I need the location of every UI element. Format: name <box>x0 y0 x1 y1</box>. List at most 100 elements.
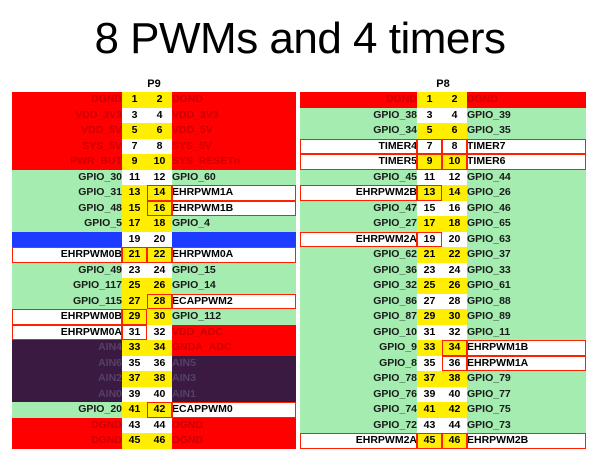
p9-pin-left-number: 37 <box>122 371 147 387</box>
p8-pin-left-number: 21 <box>417 247 442 263</box>
p8-pin-row: GPIO_76 39 40 GPIO_77 <box>300 386 586 402</box>
p8-pin-right-label: GPIO_44 <box>467 169 586 185</box>
p9-pin-right-label: AIN1 <box>172 386 296 402</box>
p8-pin-right-label: GPIO_88 <box>467 293 586 309</box>
p9-pin-right-number: 32 <box>147 324 172 340</box>
p8-pin-left-number: 33 <box>417 340 442 356</box>
p9-pin-row: EHRPWM0B 21 22 EHRPWM0A <box>12 247 296 263</box>
p9-pin-right-label: AIN5 <box>172 355 296 371</box>
p9-pin-left-label: GPIO_117 <box>12 278 122 294</box>
p9-pin-row: AIN0 39 40 AIN1 <box>12 386 296 402</box>
p9-pin-left-label: EHRPWM0B <box>12 309 122 325</box>
p8-pin-row: GPIO_32 25 26 GPIO_61 <box>300 278 586 294</box>
p8-pin-left-number: 39 <box>417 386 442 402</box>
p9-pin-right-number: 44 <box>147 417 172 433</box>
p9-header-table: DGND 1 2 DGND VDD_3V3 3 4 VDD_3V3 VDD_5V 5 6 VDD_5V… <box>12 92 296 449</box>
p8-pin-row: TIMER5 9 10 TIMER6 <box>300 154 586 170</box>
p9-pin-right-label: GPIO_112 <box>172 309 296 325</box>
p9-pin-right-label: ECAPPWM2 <box>172 293 296 309</box>
p9-pin-right-number: 28 <box>147 293 172 309</box>
p9-pin-right-number: 34 <box>147 340 172 356</box>
p9-pin-left-number: 43 <box>122 417 147 433</box>
p9-pin-left-label: I2C2_SCL <box>12 231 122 247</box>
p8-pin-left-number: 31 <box>417 324 442 340</box>
p8-pin-left-number: 15 <box>417 200 442 216</box>
p8-pin-left-label: GPIO_27 <box>300 216 417 232</box>
p8-pin-right-number: 2 <box>442 92 467 108</box>
p8-pin-left-number: 41 <box>417 402 442 418</box>
p9-pin-row: VDD_5V 5 6 VDD_5V <box>12 123 296 139</box>
p9-pin-right-label: GPIO_4 <box>172 216 296 232</box>
p8-pin-row: GPIO_45 11 12 GPIO_44 <box>300 169 586 185</box>
p9-header: P9 <box>147 78 161 90</box>
p8-pin-row: GPIO_36 23 24 GPIO_33 <box>300 262 586 278</box>
p8-pin-right-label: GPIO_37 <box>467 247 586 263</box>
p8-pin-left-label: GPIO_45 <box>300 169 417 185</box>
p9-pin-row: GPIO_48 15 16 EHRPWM1B <box>12 200 296 216</box>
p9-pin-row: GPIO_31 13 14 EHRPWM1A <box>12 185 296 201</box>
p9-pin-right-label: GNDA_ADC <box>172 340 296 356</box>
p9-pin-row: I2C2_SCL 19 20 I2C2_SDA <box>12 231 296 247</box>
p9-pin-row: DGND 45 46 DGND <box>12 433 296 449</box>
p8-pin-left-number: 3 <box>417 107 442 123</box>
p9-pin-right-number: 46 <box>147 433 172 449</box>
p9-pin-right-number: 22 <box>147 247 172 263</box>
p8-pin-right-number: 44 <box>442 417 467 433</box>
p9-pin-row: EHRPWM0B 29 30 GPIO_112 <box>12 309 296 325</box>
p8-pin-left-label: TIMER5 <box>300 154 417 170</box>
p8-pin-left-number: 29 <box>417 309 442 325</box>
p9-pin-row: SYS_5V 7 8 SYS_5V <box>12 138 296 154</box>
p8-pin-left-number: 1 <box>417 92 442 108</box>
p8-pin-left-label: GPIO_32 <box>300 278 417 294</box>
p9-pin-right-label: I2C2_SDA <box>172 231 296 247</box>
p9-pin-left-label: GPIO_30 <box>12 169 122 185</box>
p9-pin-left-label: GPIO_115 <box>12 293 122 309</box>
p8-pin-right-number: 24 <box>442 262 467 278</box>
p9-pin-right-label: EHRPWM1B <box>172 200 296 216</box>
p9-pin-left-number: 13 <box>122 185 147 201</box>
p9-pin-left-number: 35 <box>122 355 147 371</box>
p9-pin-right-label: GPIO_15 <box>172 262 296 278</box>
p8-pin-right-label: EHRPWM1B <box>467 340 586 356</box>
p9-pin-left-number: 41 <box>122 402 147 418</box>
p8-pin-right-number: 42 <box>442 402 467 418</box>
p8-pin-right-number: 38 <box>442 371 467 387</box>
p9-pin-right-number: 18 <box>147 216 172 232</box>
p9-pin-left-label: VDD_3V3 <box>12 107 122 123</box>
p8-pin-left-label: GPIO_62 <box>300 247 417 263</box>
p8-pin-right-number: 34 <box>442 340 467 356</box>
p9-pin-left-label: DGND <box>12 433 122 449</box>
p8-pin-left-number: 17 <box>417 216 442 232</box>
p9-pin-right-number: 40 <box>147 386 172 402</box>
p8-pin-right-label: GPIO_63 <box>467 231 586 247</box>
p9-pin-right-number: 20 <box>147 231 172 247</box>
p9-pin-left-number: 39 <box>122 386 147 402</box>
p9-pin-left-label: DGND <box>12 92 122 108</box>
p8-pin-left-label: GPIO_34 <box>300 123 417 139</box>
p9-pin-left-label: GPIO_49 <box>12 262 122 278</box>
p8-pin-row: GPIO_74 41 42 GPIO_75 <box>300 402 586 418</box>
p8-pin-row: GPIO_62 21 22 GPIO_37 <box>300 247 586 263</box>
p9-pin-left-label: VDD_5V <box>12 123 122 139</box>
p8-pin-row: GPIO_78 37 38 GPIO_79 <box>300 371 586 387</box>
p8-pin-row: TIMER4 7 8 TIMER7 <box>300 138 586 154</box>
p8-pin-row: GPIO_34 5 6 GPIO_35 <box>300 123 586 139</box>
p8-pin-right-label: GPIO_75 <box>467 402 586 418</box>
p8-pin-left-label: GPIO_76 <box>300 386 417 402</box>
p8-pin-left-label: GPIO_47 <box>300 200 417 216</box>
p9-pin-left-number: 7 <box>122 138 147 154</box>
p9-pin-left-label: AIN6 <box>12 355 122 371</box>
p9-pin-right-label: SYS_RESETn <box>172 154 296 170</box>
p8-pin-left-label: GPIO_9 <box>300 340 417 356</box>
p8-header-table: DGND 1 2 DGND GPIO_38 3 4 GPIO_39 GPIO_34 5 6 GPIO_… <box>300 92 586 449</box>
p9-pin-left-label: GPIO_31 <box>12 185 122 201</box>
p8-pin-right-label: TIMER7 <box>467 138 586 154</box>
p9-pin-row: EHRPWM0A 31 32 VDD_ADC <box>12 324 296 340</box>
p8-header: P8 <box>436 78 450 90</box>
p9-pin-right-label: AIN3 <box>172 371 296 387</box>
p8-pin-right-number: 20 <box>442 231 467 247</box>
p8-pin-right-number: 40 <box>442 386 467 402</box>
p8-pin-left-number: 9 <box>417 154 442 170</box>
p9-pin-right-number: 2 <box>147 92 172 108</box>
p8-pin-right-number: 46 <box>442 433 467 449</box>
